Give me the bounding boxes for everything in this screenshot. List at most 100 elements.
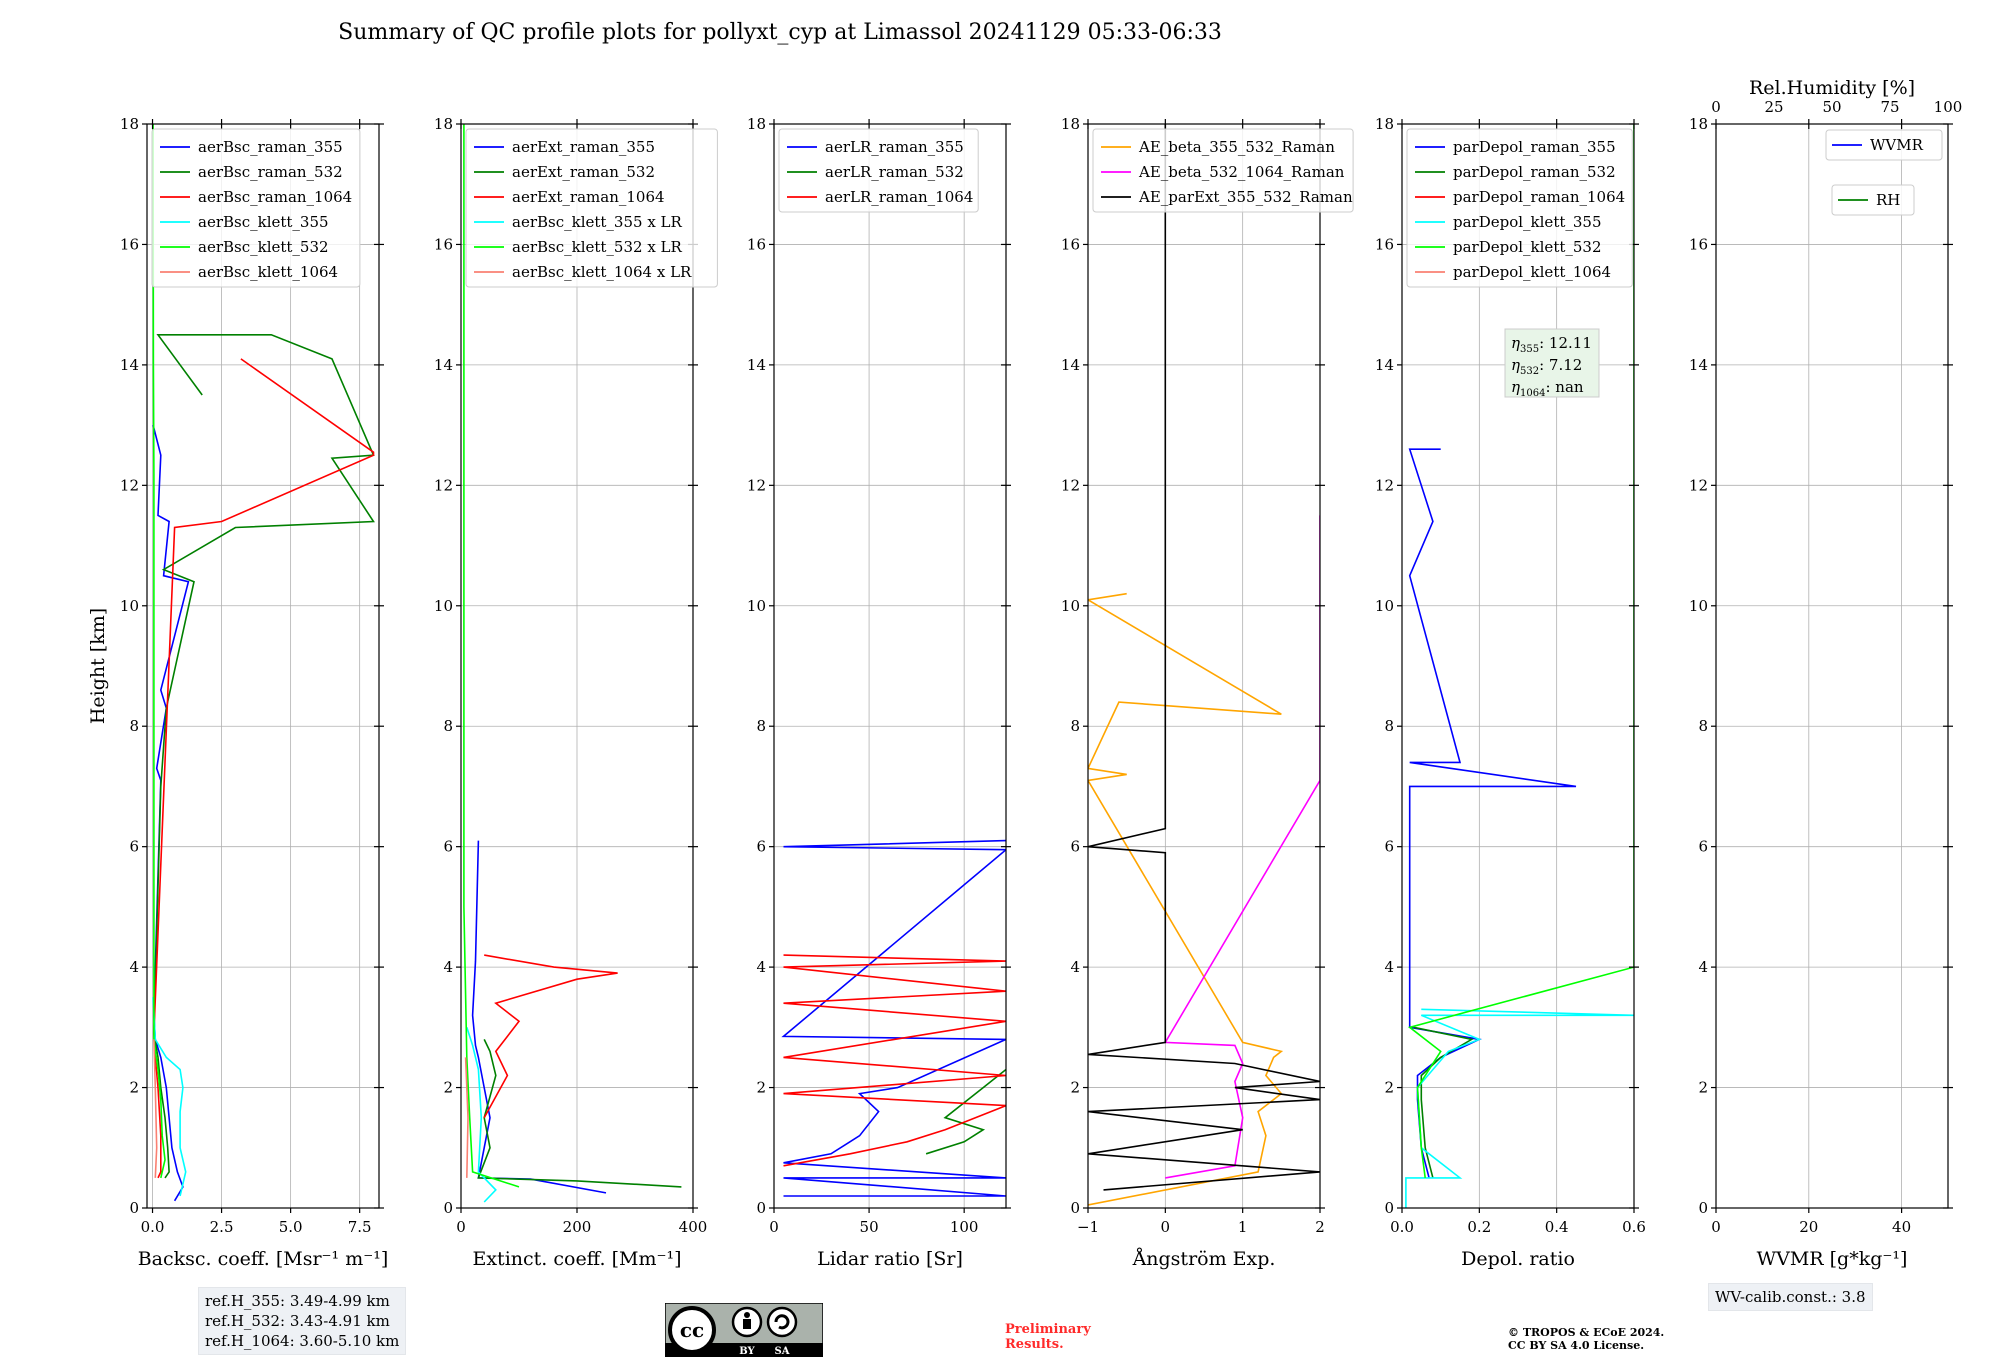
x-tick-label: 0.4: [1545, 1218, 1569, 1236]
eta-value: nan: [1555, 378, 1584, 396]
series-line-aerBsc_raman_1064: [153, 358, 375, 1179]
x-tick-label: 100: [950, 1218, 979, 1236]
y-tick-label: 6: [129, 838, 139, 856]
y-tick-label: 0: [1698, 1199, 1708, 1217]
axes-frame: [773, 123, 1007, 1209]
y-tick-label: 0: [129, 1199, 139, 1217]
y-tick-label: 8: [129, 717, 139, 735]
legend-label: parDepol_raman_532: [1453, 163, 1616, 181]
legend-label: aerBsc_klett_532: [198, 238, 329, 256]
series-line-aerLR_raman_355: [781, 839, 1006, 1197]
legend-label: aerBsc_klett_355: [198, 213, 329, 231]
y-tick-label: 6: [1698, 838, 1708, 856]
series-line-AE_beta_355_532_Raman: [1088, 592, 1284, 1206]
y-tick-label: 4: [443, 958, 453, 976]
secondary-x-axis-label: Rel.Humidity [%]: [1749, 77, 1915, 99]
panel-3: 0 2 4 6 8 10 12 14 16 18 0 50 100 Lidar ratio [Sr] aer…: [747, 115, 1011, 1270]
y-tick-label: 2: [129, 1079, 139, 1097]
legend-box: [151, 128, 361, 288]
x-tick-label: 200: [563, 1218, 592, 1236]
eta-355-text: η355: 12.11: [1511, 334, 1592, 355]
series-line-parDepol_klett_532: [1407, 124, 1634, 1179]
y-tick-label: 0: [1384, 1199, 1394, 1217]
copyright-line-2: CC BY SA 4.0 License.: [1508, 1339, 1645, 1352]
y-tick-label: 18: [1689, 115, 1708, 133]
y-tick-label: 12: [434, 476, 453, 494]
series-line-aerBsc_klett_355 x LR: [466, 1027, 497, 1203]
legend-label: aerLR_raman_532: [825, 163, 964, 181]
panel-2: 0 2 4 6 8 10 12 14 16 18 0 200 400 Extinct. coeff. [M…: [434, 115, 718, 1270]
secondary-x-tick-label: 50: [1822, 98, 1841, 116]
series-line-AE_beta_532_1064_Raman: [1163, 515, 1320, 1179]
legend-label: aerBsc_klett_1064: [198, 263, 338, 281]
y-tick-label: 10: [1689, 597, 1708, 615]
y-tick-label: 18: [434, 115, 453, 133]
legend-label: aerLR_raman_1064: [825, 188, 973, 206]
x-tick-label: 400: [679, 1218, 708, 1236]
wv-calib-box: WV-calib.const.: 3.8: [1708, 1283, 1873, 1311]
y-tick-label: 8: [1070, 717, 1080, 735]
preliminary-line-1: Preliminary: [1005, 1322, 1091, 1337]
x-axis-label: Depol. ratio: [1461, 1248, 1575, 1270]
preliminary-line-2: Results.: [1005, 1337, 1064, 1352]
y-tick-label: 12: [747, 476, 766, 494]
y-tick-label: 2: [1384, 1079, 1394, 1097]
y-tick-label: 16: [747, 235, 766, 253]
secondary-x-tick-label: 25: [1764, 98, 1783, 116]
legend: AE_beta_355_532_Raman AE_beta_532_1064_Ra…: [1092, 128, 1354, 213]
y-tick-label: 2: [756, 1079, 766, 1097]
y-tick-label: 4: [129, 958, 139, 976]
legend-label: AE_parExt_355_532_Raman: [1138, 188, 1353, 206]
x-tick-label: 0.2: [1467, 1218, 1491, 1236]
series-line-aerBsc_klett_532 x LR: [463, 124, 520, 1188]
x-tick-label: 0.6: [1622, 1218, 1646, 1236]
legend-label: aerExt_raman_355: [512, 138, 655, 156]
y-tick-label: 4: [1384, 958, 1394, 976]
y-tick-label: 10: [434, 597, 453, 615]
cc-logo-text: cc: [680, 1318, 704, 1342]
secondary-x-tick-label: 100: [1934, 98, 1963, 116]
y-tick-label: 12: [1061, 476, 1080, 494]
eta-1064-text: η1064: nan: [1511, 378, 1584, 399]
data-lines: [1088, 124, 1320, 1206]
y-tick-label: 16: [120, 235, 139, 253]
y-tick-label: 8: [443, 717, 453, 735]
series-line-aerExt_raman_532: [477, 1039, 682, 1188]
annotation-box: [1504, 328, 1600, 398]
x-tick-label: 5.0: [279, 1218, 303, 1236]
data-lines: [463, 124, 682, 1203]
legend-label: aerBsc_raman_1064: [198, 188, 352, 206]
y-tick-label: 2: [1070, 1079, 1080, 1097]
y-tick-label: 0: [1070, 1199, 1080, 1217]
legend: WVMR RH: [1825, 129, 1943, 216]
y-tick-label: 18: [1375, 115, 1394, 133]
data-lines: [1405, 124, 1634, 1208]
y-tick-label: 16: [1689, 235, 1708, 253]
y-tick-label: 6: [1070, 838, 1080, 856]
x-tick-label: 7.5: [348, 1218, 372, 1236]
legend: aerBsc_raman_355 aerBsc_raman_532 aerBsc_r…: [151, 128, 361, 288]
x-tick-label: 0: [1161, 1218, 1171, 1236]
copyright-note: © TROPOS & ECoE 2024. CC BY SA 4.0 Licen…: [1508, 1326, 1664, 1352]
secondary-x-tick-label: 0: [1711, 98, 1721, 116]
legend-label: aerExt_raman_1064: [512, 188, 665, 206]
y-tick-label: 8: [1384, 717, 1394, 735]
y-tick-label: 6: [1384, 838, 1394, 856]
x-tick-label: 50: [860, 1218, 879, 1236]
legend-label: aerBsc_klett_1064 x LR: [512, 263, 692, 281]
legend-box: [778, 128, 979, 213]
legend-box: [1825, 129, 1943, 161]
y-tick-label: 6: [443, 838, 453, 856]
x-tick-label: 0.0: [1390, 1218, 1414, 1236]
series-line-aerExt_raman_355: [471, 840, 607, 1194]
y-tick-label: 4: [756, 958, 766, 976]
series-line-aerBsc_klett_532: [152, 124, 166, 1179]
y-tick-label: 6: [756, 838, 766, 856]
y-tick-label: 16: [1375, 235, 1394, 253]
x-tick-label: −1: [1077, 1218, 1099, 1236]
x-axis-label: WVMR [g*kg⁻¹]: [1757, 1248, 1908, 1270]
